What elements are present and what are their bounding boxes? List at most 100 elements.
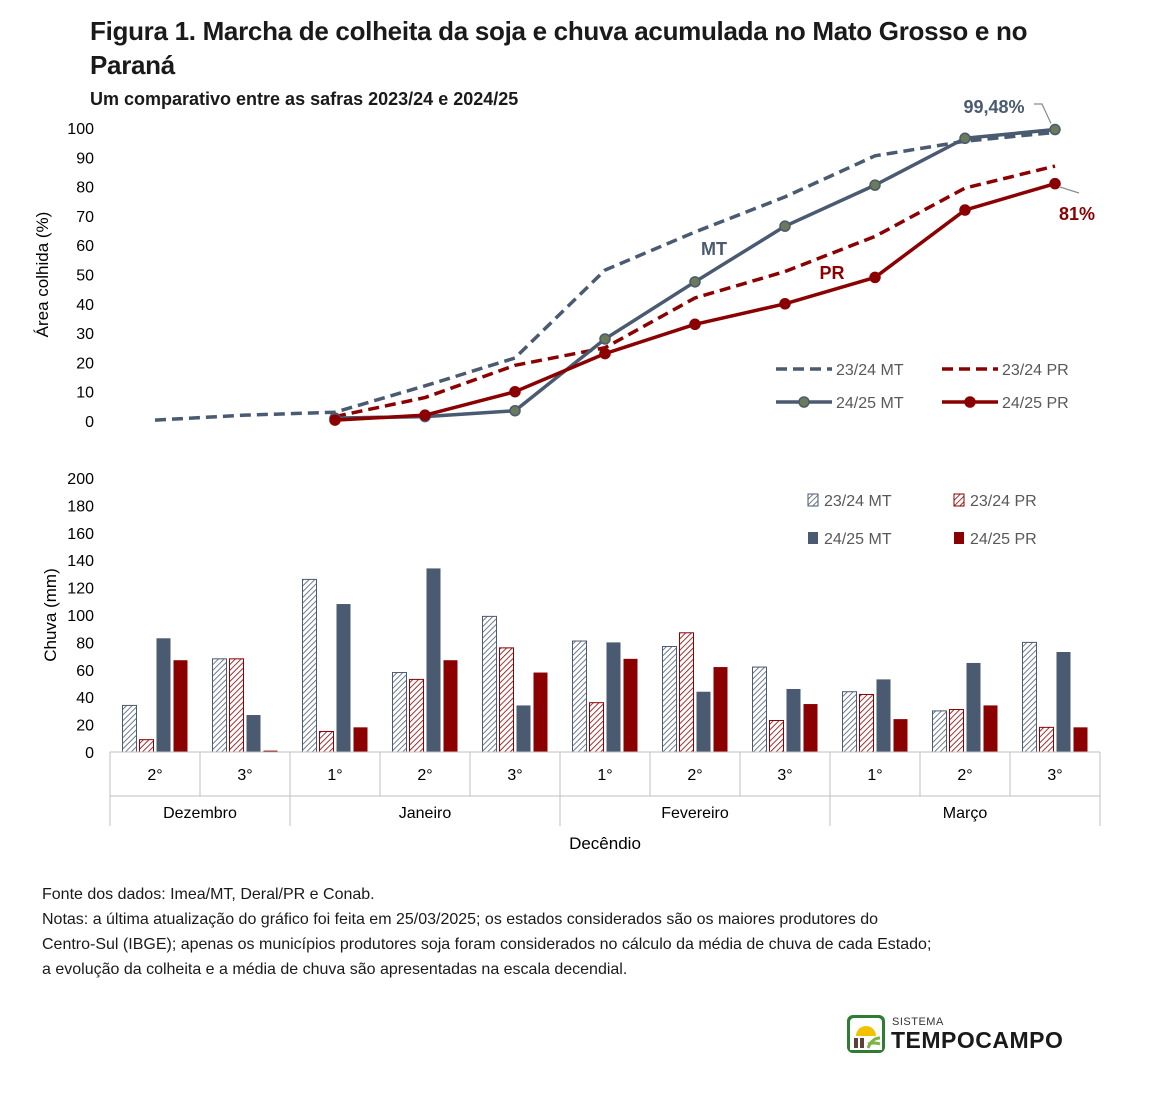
month-group-label: Janeiro <box>399 805 452 822</box>
y-tick-label: 120 <box>67 581 94 598</box>
y-tick-label: 50 <box>76 268 94 285</box>
bar-24-25-mt <box>336 604 351 752</box>
y-axis-label: Área colhida (%) <box>33 212 52 338</box>
y-axis-label: Chuva (mm) <box>41 568 60 662</box>
data-point-24-25-pr <box>779 298 791 310</box>
x-axis-label: Decêndio <box>569 834 641 853</box>
harvest-line-chart: 0 10 20 30 40 50 60 70 80 90 100 Área colhida (%) MT… <box>33 97 1095 431</box>
data-point-24-25-mt <box>689 276 701 288</box>
bar-24-25-pr <box>1073 727 1088 752</box>
chart-title: Figura 1. Marcha de colheita da soja e c… <box>90 16 1028 80</box>
bar-23-24-mt <box>482 615 497 753</box>
bar-23-24-mt <box>302 578 317 753</box>
month-group-label: Dezembro <box>163 805 237 822</box>
legend-label: 23/24 PR <box>970 493 1037 510</box>
legend-label: 24/25 MT <box>836 395 904 412</box>
y-tick-label: 60 <box>76 663 94 680</box>
bar-23-24-pr <box>679 632 694 753</box>
bar-23-24-pr <box>319 730 334 753</box>
legend-swatch <box>808 532 818 544</box>
legend-swatch <box>807 493 819 507</box>
pr-end-value-label: 81% <box>1059 204 1095 224</box>
bar-23-24-pr <box>589 702 604 753</box>
bar-24-25-pr <box>983 705 998 752</box>
mt-end-value-label: 99,48% <box>963 97 1024 117</box>
data-point-24-25-pr <box>869 271 881 284</box>
logo-small-text: SISTEMA <box>892 1016 944 1028</box>
pr-series-label: PR <box>819 263 844 283</box>
y-tick-label: 180 <box>67 498 94 515</box>
source-note: Fonte dos dados: Imea/MT, Deral/PR e Con… <box>42 886 375 903</box>
bar-23-24-pr <box>859 693 874 753</box>
x-tick-label: 2° <box>417 767 432 784</box>
y-tick-label: 0 <box>85 414 94 431</box>
y-tick-label: 60 <box>76 238 94 255</box>
month-group-label: Fevereiro <box>661 805 729 822</box>
data-point-24-25-pr <box>959 204 971 216</box>
data-point-24-25-pr <box>689 318 701 331</box>
data-point-24-25-pr <box>1049 177 1061 190</box>
y-tick-label: 160 <box>67 526 94 543</box>
legend-swatch <box>954 532 964 544</box>
bar-24-25-mt <box>966 662 981 752</box>
bar-23-24-mt <box>392 672 407 753</box>
legend-marker <box>964 396 976 408</box>
bar-23-24-mt <box>212 658 227 753</box>
legend-swatch <box>953 493 965 507</box>
y-tick-label: 20 <box>76 718 94 735</box>
month-group-label: Março <box>943 805 988 822</box>
legend-marker <box>798 396 810 408</box>
bar-23-24-pr <box>139 739 154 753</box>
legend-label: 23/24 MT <box>824 493 892 510</box>
mt-series-label: MT <box>701 239 727 259</box>
data-point-24-25-mt <box>509 404 521 417</box>
x-tick-label: 1° <box>597 767 612 784</box>
y-tick-label: 90 <box>76 150 94 167</box>
bar-24-25-mt <box>156 638 171 752</box>
y-tick-label: 70 <box>76 209 94 226</box>
bar-24-25-pr <box>173 660 188 752</box>
bar-24-25-mt <box>606 642 621 752</box>
data-point-24-25-mt <box>869 179 881 191</box>
bar-24-25-pr <box>803 704 818 752</box>
bar-24-25-pr <box>893 719 908 752</box>
chart-subtitle: Um comparativo entre as safras 2023/24 e… <box>90 89 519 109</box>
y-tick-label: 10 <box>76 385 94 402</box>
x-tick-label: 3° <box>1047 767 1062 784</box>
y-tick-label: 100 <box>67 121 94 138</box>
bar-23-24-mt <box>662 646 677 753</box>
bar-24-25-pr <box>533 672 548 752</box>
data-point-24-25-pr <box>419 409 431 421</box>
legend-label: 23/24 MT <box>836 362 904 379</box>
x-tick-label: 2° <box>687 767 702 784</box>
notes-line-2: Centro-Sul (IBGE); apenas os municípios … <box>42 936 932 953</box>
bar-24-25-mt <box>786 688 801 752</box>
pr-end-leader-line <box>1058 186 1080 194</box>
y-tick-label: 140 <box>67 553 94 570</box>
bar-23-24-mt <box>122 704 137 753</box>
bar-23-24-mt <box>1022 641 1037 753</box>
series-line-24-25-pr <box>334 181 1056 422</box>
y-tick-label: 100 <box>67 608 94 625</box>
y-tick-label: 30 <box>76 326 94 343</box>
rainfall-bar-chart: 0 20 40 60 80 100 120 140 160 180 200 Chuva (mm) 2° 3… <box>41 471 1101 853</box>
bar-24-25-mt <box>1056 651 1071 752</box>
notes-line-3: a evolução da colheita e a média de chuv… <box>42 961 628 978</box>
bar-24-25-mt <box>246 715 261 752</box>
y-tick-label: 40 <box>76 297 94 314</box>
bar-23-24-mt <box>572 640 587 753</box>
bar-24-25-pr <box>353 727 368 752</box>
bar-24-25-mt <box>876 679 891 752</box>
x-tick-label: 3° <box>237 767 252 784</box>
bar-24-25-mt <box>696 691 711 752</box>
x-tick-label: 2° <box>957 767 972 784</box>
tempocampo-logo: SISTEMA TEMPOCAMPO <box>846 1014 1076 1056</box>
x-tick-label: 2° <box>147 767 162 784</box>
x-tick-label: 1° <box>867 767 882 784</box>
data-point-24-25-mt <box>1049 123 1061 136</box>
data-point-24-25-pr <box>599 347 611 360</box>
y-tick-label: 80 <box>76 180 94 197</box>
data-point-24-25-pr <box>329 414 341 426</box>
data-point-24-25-mt <box>779 220 791 232</box>
legend-label: 23/24 PR <box>1002 362 1069 379</box>
